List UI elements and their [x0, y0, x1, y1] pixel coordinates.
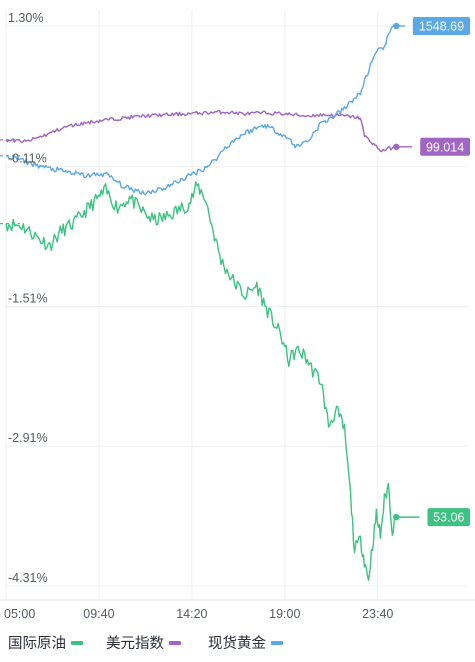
legend-swatch-usd	[169, 641, 181, 645]
x-tick-label: 14:20	[176, 607, 207, 621]
y-tick-label: -1.51%	[8, 291, 48, 305]
series-last-dot-oil	[393, 513, 400, 521]
last-value-label-gold: 1548.69	[419, 20, 464, 34]
last-value-badge-usd	[420, 137, 470, 156]
series-line-gold	[5, 25, 397, 196]
series-last-dot-usd	[393, 143, 400, 150]
legend-swatch-oil	[71, 641, 83, 645]
legend: 国际原油 美元指数 现货黄金	[8, 635, 283, 652]
legend-swatch-gold	[271, 641, 283, 645]
y-tick-label: -4.31%	[8, 571, 48, 585]
legend-label-usd: 美元指数	[106, 635, 164, 652]
y-tick-label: -2.91%	[8, 431, 48, 445]
grid	[0, 10, 475, 601]
series-line-oil	[5, 181, 397, 581]
axis-ticks: 1.30% -0.11% -1.51% -2.91% -4.31% 05:00 09:40 1…	[4, 11, 393, 621]
y-tick-label: -0.11%	[8, 152, 47, 166]
series-line-usd	[5, 109, 397, 153]
legend-label-gold: 现货黄金	[208, 635, 266, 652]
y-tick-label: 1.30%	[8, 11, 43, 25]
series-lines	[0, 22, 420, 581]
last-value-badge-oil	[427, 508, 470, 527]
x-tick-label: 05:00	[4, 607, 35, 621]
last-value-badge-gold	[412, 17, 470, 35]
last-value-badges: 53.06 99.014 1548.69	[412, 17, 470, 527]
series-last-dot-gold	[393, 22, 400, 30]
x-tick-label: 23:40	[362, 607, 393, 621]
x-tick-label: 19:00	[269, 607, 300, 621]
x-tick-label: 09:40	[83, 607, 114, 621]
last-value-label-oil: 53.06	[433, 511, 464, 525]
legend-label-oil: 国际原油	[8, 635, 66, 652]
last-value-label-usd: 99.014	[426, 140, 464, 154]
